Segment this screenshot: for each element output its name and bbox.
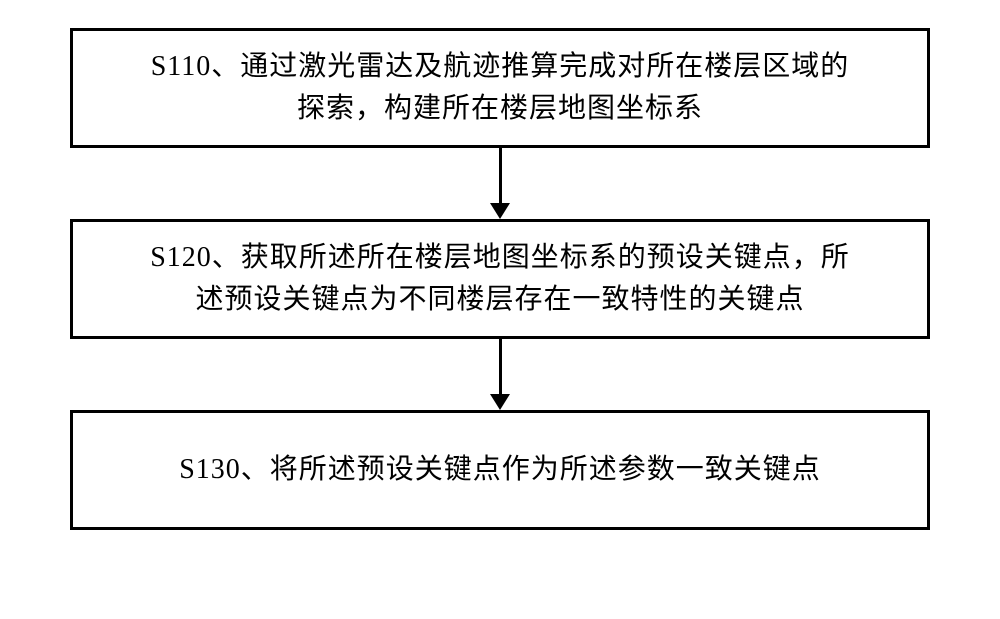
step-text-s120: S120、获取所述所在楼层地图坐标系的预设关键点，所 述预设关键点为不同楼层存在…	[150, 237, 850, 321]
arrow-line	[499, 339, 502, 394]
arrow-head-icon	[490, 394, 510, 410]
arrow-s120-s130	[490, 339, 510, 410]
arrow-s110-s120	[490, 148, 510, 219]
flowchart-container: S110、通过激光雷达及航迹推算完成对所在楼层区域的 探索，构建所在楼层地图坐标…	[70, 28, 930, 530]
arrow-head-icon	[490, 203, 510, 219]
step-box-s120: S120、获取所述所在楼层地图坐标系的预设关键点，所 述预设关键点为不同楼层存在…	[70, 219, 930, 339]
step-box-s110: S110、通过激光雷达及航迹推算完成对所在楼层区域的 探索，构建所在楼层地图坐标…	[70, 28, 930, 148]
arrow-line	[499, 148, 502, 203]
step-text-s110: S110、通过激光雷达及航迹推算完成对所在楼层区域的 探索，构建所在楼层地图坐标…	[151, 46, 850, 130]
step-text-s130: S130、将所述预设关键点作为所述参数一致关键点	[179, 449, 821, 491]
step-box-s130: S130、将所述预设关键点作为所述参数一致关键点	[70, 410, 930, 530]
